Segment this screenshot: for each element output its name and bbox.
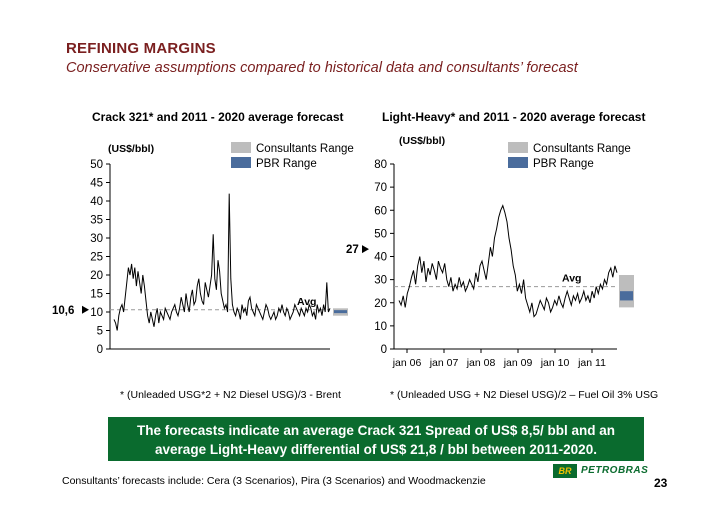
series-line (113, 193, 331, 331)
legend-pbr-label: PBR Range (533, 158, 594, 170)
x-tick-label: jan 07 (429, 357, 459, 369)
petrobras-logo: BR PETROBRAS (553, 464, 663, 478)
light-heavy-chart: 0 10 20 30 40 50 60 70 80 jan 06 jan 07 jan 08 jan 0… (374, 135, 634, 369)
chart-1-footnote: * (Unleaded USG*2 + N2 Diesel USG)/3 - B… (120, 389, 341, 401)
series-line (398, 204, 618, 318)
pbr-range-box (334, 310, 347, 314)
chart-2-footnote: * (Unleaded USG + N2 Diesel USG)/2 – Fue… (390, 389, 659, 401)
y-tick-label: 70 (374, 182, 387, 194)
legend-consultants-swatch (231, 142, 251, 153)
x-tick-label: jan 10 (540, 357, 570, 369)
y-tick-label: 30 (90, 233, 103, 245)
y-axis-unit: (US$/bbl) (108, 143, 154, 155)
y-tick-label: 45 (90, 178, 103, 190)
slide-subtitle: Conservative assumptions compared to his… (66, 60, 578, 76)
petrobras-logo-mark: BR (553, 464, 577, 478)
y-tick-label: 40 (90, 196, 103, 208)
average-label: Avg (297, 296, 316, 308)
slide-title: REFINING MARGINS (66, 40, 216, 57)
x-tick-label: jan 06 (392, 357, 422, 369)
banner-line-1: The forecasts indicate an average Crack … (137, 423, 615, 438)
y-tick-label: 5 (97, 326, 103, 338)
y-tick-label: 0 (381, 344, 387, 356)
left-marker-label: 10,6 (52, 305, 74, 317)
y-tick-label: 20 (374, 298, 387, 310)
y-tick-label: 80 (374, 159, 387, 171)
x-tick-label: jan 11 (577, 357, 606, 369)
legend-consultants-swatch (508, 142, 528, 153)
right-marker-label: 27 (346, 244, 359, 256)
chart-2-title: Light-Heavy* and 2011 - 2020 average for… (382, 110, 646, 124)
legend-consultants-label: Consultants Range (256, 143, 354, 155)
legend-pbr-swatch (508, 157, 528, 168)
y-tick-label: 50 (90, 159, 103, 171)
y-tick-label: 30 (374, 275, 387, 287)
banner-line-2: average Light-Heavy differential of US$ … (155, 442, 597, 457)
y-tick-label: 20 (90, 270, 103, 282)
y-axis-unit: (US$/bbl) (399, 135, 445, 147)
legend-pbr-label: PBR Range (256, 158, 317, 170)
conclusion-banner: The forecasts indicate an average Crack … (108, 417, 644, 461)
crack-321-chart: 0 5 10 15 20 25 30 35 40 45 50 (US$/bbl) Avg Consulta… (52, 142, 369, 356)
y-tick-label: 50 (374, 228, 387, 240)
consultants-note: Consultants’ forecasts include: Cera (3 … (62, 475, 486, 487)
y-tick-label: 60 (374, 205, 387, 217)
x-tick-label: jan 08 (466, 357, 496, 369)
average-label: Avg (562, 273, 581, 285)
legend-pbr-swatch (231, 157, 251, 168)
y-tick-label: 10 (374, 321, 387, 333)
y-tick-label: 25 (90, 252, 103, 264)
legend-consultants-label: Consultants Range (533, 143, 631, 155)
y-tick-label: 0 (97, 344, 103, 356)
y-tick-label: 40 (374, 252, 387, 264)
y-tick-label: 15 (90, 289, 103, 301)
y-tick-label: 35 (90, 215, 103, 227)
x-tick-label: jan 09 (503, 357, 533, 369)
left-marker-arrow (82, 305, 89, 314)
page-number: 23 (654, 476, 668, 490)
petrobras-logo-text: PETROBRAS (581, 465, 649, 476)
y-tick-label: 10 (90, 307, 103, 319)
right-marker-arrow (362, 245, 369, 254)
pbr-range-box (620, 291, 633, 301)
chart-1-title: Crack 321* and 2011 - 2020 average forec… (92, 110, 344, 124)
